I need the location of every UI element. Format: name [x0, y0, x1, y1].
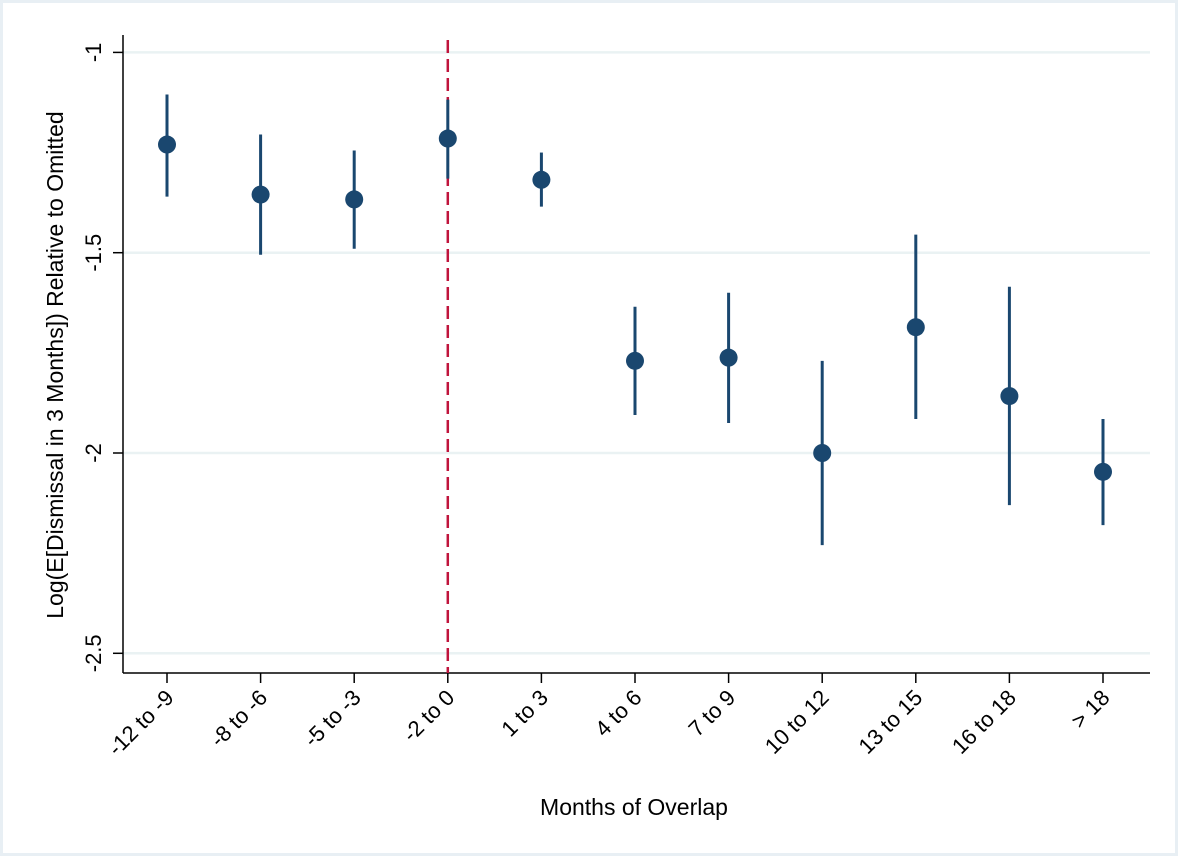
x-axis-title: Months of Overlap [540, 794, 728, 820]
data-point-3 [438, 129, 457, 148]
data-point-0 [158, 135, 176, 154]
x-tick-label: 7 to 9 [684, 685, 741, 742]
y-tick-label: -2.5 [81, 634, 106, 672]
x-tick-label: -2 to 0 [398, 685, 460, 747]
x-tick-label: 16 to 18 [947, 685, 1021, 759]
data-point-6 [719, 348, 738, 367]
x-tick-label: 13 to 15 [853, 685, 927, 759]
x-tick-label: > 18 [1066, 685, 1114, 733]
y-tick-label: -1 [81, 43, 106, 63]
x-tick-label: -12 to -9 [103, 685, 179, 761]
data-point-7 [813, 444, 832, 462]
x-tick-label: 10 to 12 [760, 685, 834, 759]
x-tick-label: -5 to -3 [299, 685, 366, 752]
data-point-8 [906, 318, 925, 337]
gridlines [123, 51, 1150, 655]
dismissal-coefficient-chart: -1 -1.5 -2 -2.5 -12 to -9 -8 to -6 -5 to -3 -2 … [42, 35, 1150, 820]
y-tick-label: -2 [81, 443, 106, 463]
data-marks [158, 94, 1112, 546]
data-point-5 [626, 351, 644, 370]
y-axis-title: Log(E[Dismissal in 3 Months]) Relative t… [42, 111, 68, 618]
axes [113, 35, 1150, 683]
data-point-10 [1094, 462, 1112, 481]
data-point-4 [532, 170, 551, 189]
x-tick-label: -8 to -6 [205, 685, 272, 752]
y-tick-label: -1.5 [81, 234, 106, 272]
data-point-1 [251, 185, 270, 204]
data-point-2 [345, 190, 364, 209]
x-tick-label: 1 to 3 [496, 685, 553, 742]
data-point-9 [1000, 387, 1019, 406]
x-tick-label: 4 to 6 [590, 685, 647, 742]
